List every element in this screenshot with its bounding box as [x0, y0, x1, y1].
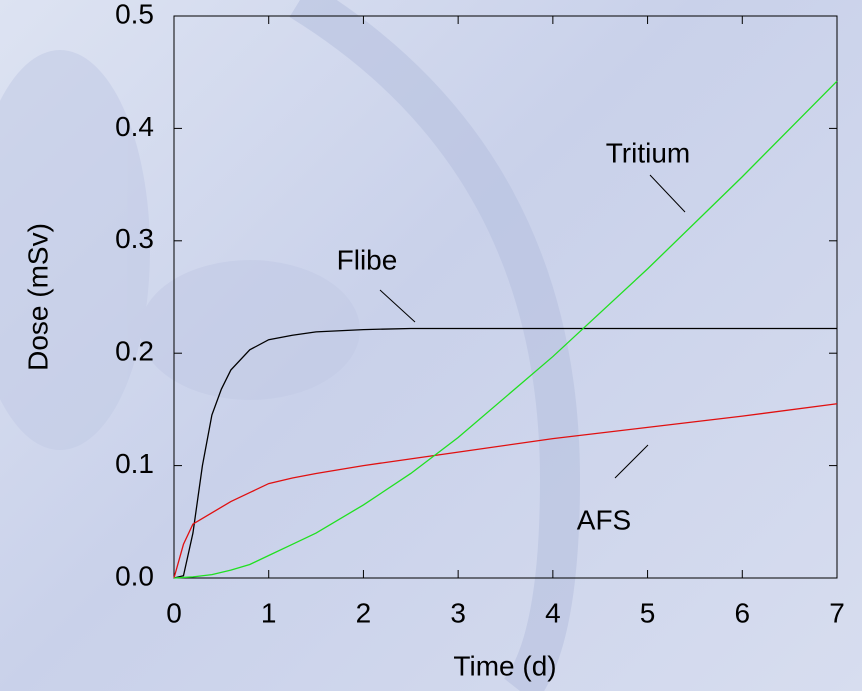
x-tick-label: 0 [166, 597, 182, 628]
x-tick-label: 3 [450, 597, 466, 628]
annotation-pointer [649, 174, 686, 213]
y-tick-label: 0.0 [115, 560, 154, 591]
y-axis-title: Dose (mSv) [22, 223, 53, 371]
y-tick-label: 0.2 [115, 336, 154, 367]
x-tick-label: 2 [356, 597, 372, 628]
annotation-pointer [379, 289, 416, 323]
x-tick-label: 5 [640, 597, 656, 628]
series-line [173, 80, 838, 579]
x-tick-label: 1 [261, 597, 277, 628]
y-tick-label: 0.4 [115, 111, 154, 142]
plot-frame [173, 15, 838, 579]
series-label: Tritium [606, 137, 691, 168]
y-tick-label: 0.3 [115, 223, 154, 254]
series-line [173, 327, 837, 579]
y-tick-label: 0.5 [115, 0, 154, 29]
x-axis-title: Time (d) [453, 650, 556, 681]
background-decoration [0, 0, 581, 691]
series-line [173, 403, 838, 579]
series-label: Flibe [337, 244, 398, 275]
x-tick-label: 7 [829, 597, 845, 628]
annotation-pointer [614, 444, 649, 479]
x-tick-label: 6 [734, 597, 750, 628]
y-tick-label: 0.1 [115, 448, 154, 479]
x-tick-label: 4 [545, 597, 561, 628]
series-label: AFS [577, 504, 631, 535]
